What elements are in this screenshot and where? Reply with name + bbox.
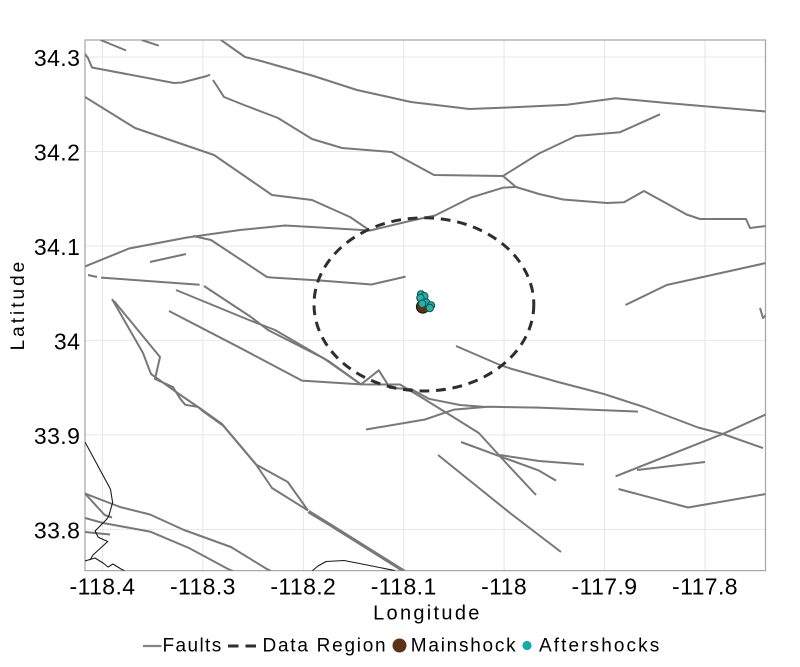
svg-text:34.1: 34.1 [34, 234, 80, 260]
svg-text:Aftershocks: Aftershocks [539, 636, 661, 657]
svg-text:Data Region: Data Region [263, 636, 388, 657]
svg-text:34.3: 34.3 [34, 45, 80, 71]
svg-text:-117.9: -117.9 [572, 573, 638, 599]
svg-text:-118.4: -118.4 [70, 573, 136, 599]
svg-text:-118.1: -118.1 [371, 573, 437, 599]
svg-text:-118.3: -118.3 [170, 573, 236, 599]
svg-text:34.2: 34.2 [34, 140, 80, 166]
svg-text:-117.8: -117.8 [672, 573, 738, 599]
svg-text:33.8: 33.8 [34, 518, 80, 544]
svg-text:Mainshock: Mainshock [411, 636, 518, 657]
svg-text:Faults: Faults [163, 636, 223, 657]
svg-text:-118.2: -118.2 [270, 573, 336, 599]
svg-text:33.9: 33.9 [34, 423, 80, 449]
svg-text:Longitude: Longitude [373, 603, 482, 625]
svg-text:Latitude: Latitude [8, 259, 29, 351]
svg-text:-118: -118 [481, 573, 527, 599]
svg-text:34: 34 [54, 329, 80, 355]
